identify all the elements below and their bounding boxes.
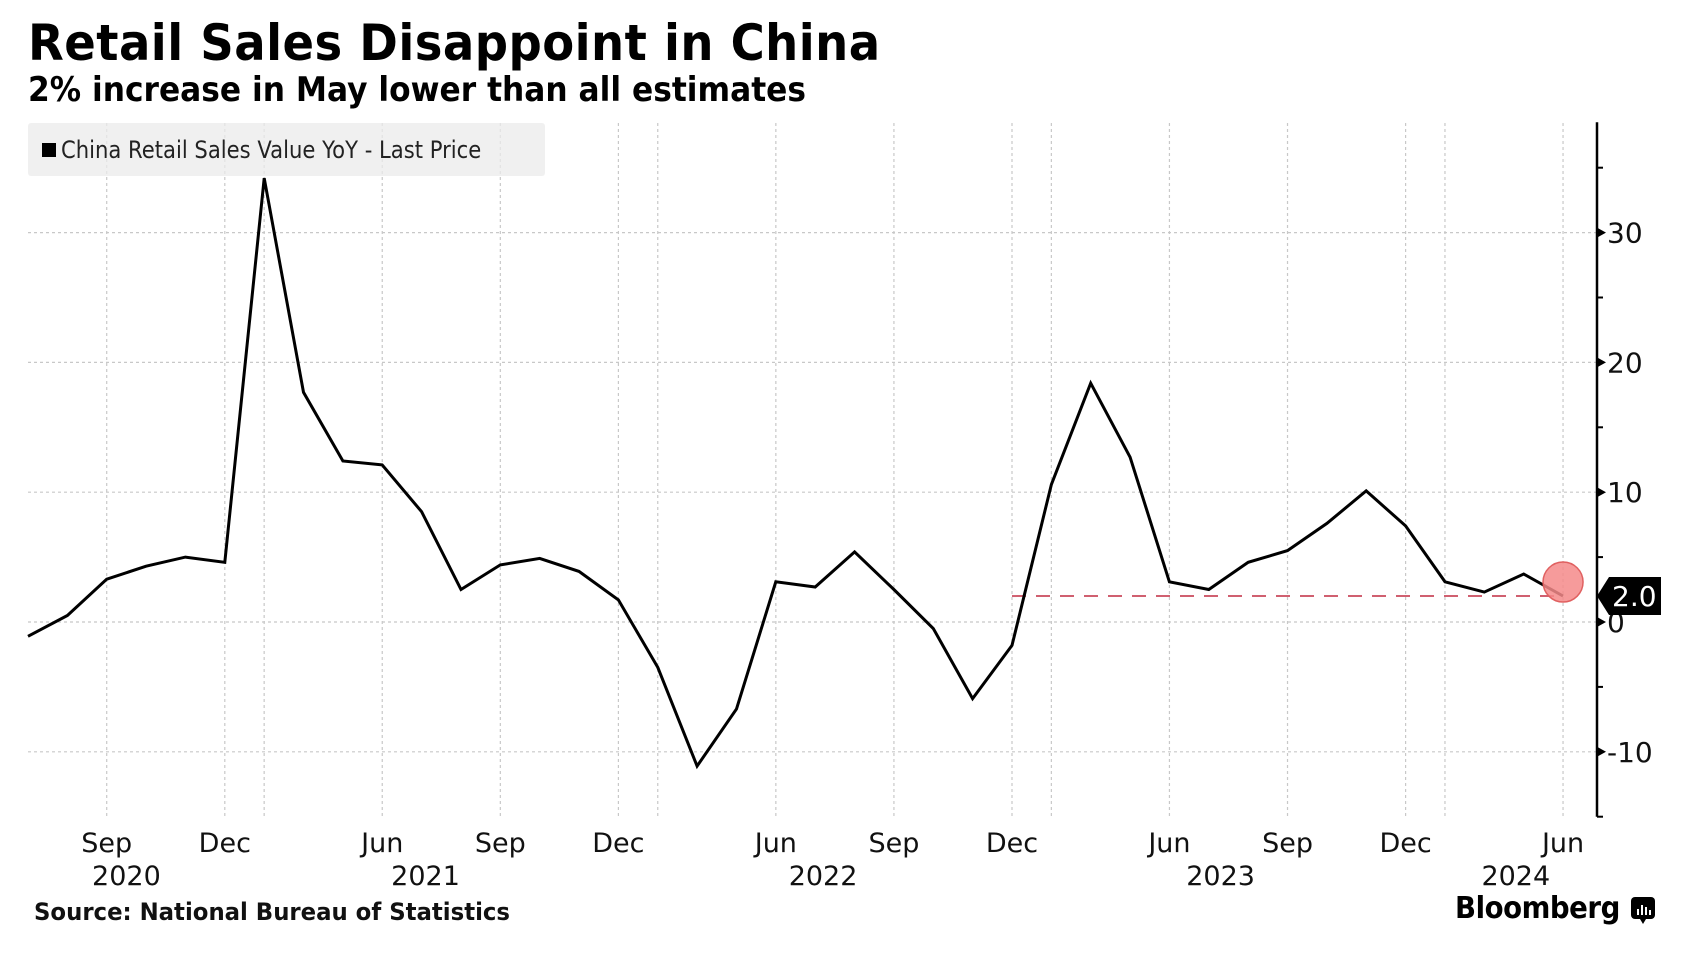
x-tick-label: Dec (986, 828, 1038, 859)
x-tick-label: Sep (475, 828, 526, 859)
y-major-tick (1597, 487, 1606, 498)
y-major-tick (1597, 227, 1606, 238)
legend-label: China Retail Sales Value YoY - Last Pric… (61, 135, 482, 164)
legend: China Retail Sales Value YoY - Last Pric… (28, 123, 545, 176)
x-axis-labels: Sep Dec Jun Sep Dec Jun Sep Dec Jun Sep Dec Jun 2020… (81, 828, 1584, 892)
x-tick-label: Jun (1146, 828, 1190, 859)
last-value-label: 2.0 (1612, 580, 1657, 613)
last-value-tag (1597, 577, 1661, 616)
x-tick-label: Jun (1540, 828, 1584, 859)
y-tick-label: 30 (1607, 217, 1643, 250)
bloomberg-logo-text: Bloomberg (1455, 891, 1620, 926)
source-note: Source: National Bureau of Statistics (34, 898, 510, 926)
legend-swatch (42, 142, 56, 157)
y-tick-label: -10 (1607, 736, 1653, 769)
x-tick-label: Dec (1379, 828, 1431, 859)
y-tick-label: 10 (1607, 476, 1643, 509)
x-tick-label: Dec (199, 828, 251, 859)
highlight-marker (1542, 561, 1584, 603)
x-tick-label: Jun (359, 828, 403, 859)
x-tick-label: Sep (868, 828, 919, 859)
x-year-label: 2022 (789, 861, 858, 892)
x-tick-label: Sep (1262, 828, 1313, 859)
x-tick-label: Sep (81, 828, 132, 859)
y-major-tick (1597, 617, 1606, 627)
chart-title: Retail Sales Disappoint in China (28, 14, 881, 72)
series-layer (27, 177, 1584, 770)
gridlines (28, 123, 1597, 817)
series-line (27, 177, 1564, 770)
y-major-tick (1597, 357, 1606, 368)
x-year-label: 2021 (391, 861, 460, 892)
y-tick-label: 20 (1607, 346, 1643, 379)
x-tick-label: Dec (592, 828, 644, 859)
bloomberg-chart-icon (1631, 897, 1655, 924)
x-year-label: 2023 (1186, 861, 1255, 892)
x-tick-label: Jun (753, 828, 797, 859)
y-major-tick (1597, 746, 1606, 757)
x-year-label: 2024 (1481, 861, 1550, 892)
x-year-label: 2020 (92, 861, 161, 892)
chart-subtitle: 2% increase in May lower than all estima… (28, 70, 807, 110)
